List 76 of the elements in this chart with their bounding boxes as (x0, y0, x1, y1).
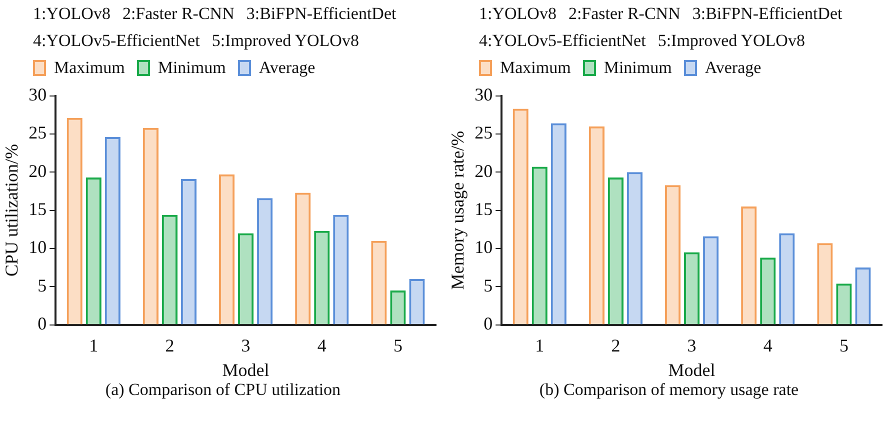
text: 4:YOLOv5-EfficientNet (33, 30, 200, 52)
y-tick-label: 30 (474, 84, 493, 105)
y-tick-label: 15 (28, 199, 47, 220)
x-tick-label: 3 (241, 335, 250, 356)
bar (608, 177, 624, 324)
bar (703, 236, 719, 324)
legend-label: Minimum (156, 57, 226, 79)
x-axis-title: Model (222, 360, 270, 380)
text: 3:BiFPN-EfficientDet (246, 3, 396, 25)
text: 1:YOLOv8 (33, 3, 110, 25)
bar (390, 290, 406, 324)
x-tick-label: 5 (839, 335, 848, 356)
text: 1:YOLOv8 (479, 3, 556, 25)
bar (779, 233, 795, 324)
bar (512, 108, 528, 324)
bar (142, 128, 158, 324)
bar (664, 185, 681, 324)
text: (a) Comparison of CPU utilization (105, 380, 341, 400)
bar (314, 230, 330, 324)
y-tick-label: 0 (484, 314, 493, 334)
y-tick-label: 5 (38, 275, 47, 296)
bar (104, 137, 120, 324)
legend-label: Average (258, 57, 316, 79)
bar (162, 214, 178, 324)
bar (238, 233, 254, 324)
text: (b) Comparison of memory usage rate (539, 380, 799, 400)
y-tick-label: 10 (28, 237, 47, 258)
bar (409, 279, 425, 324)
y-tick-label: 25 (28, 122, 47, 143)
bar (855, 268, 871, 324)
legend-label: Maximum (499, 57, 571, 79)
y-axis-title: Memory usage rate/% (448, 130, 468, 290)
legend-label: Maximum (53, 57, 125, 79)
text: 4:YOLOv5-EfficientNet (479, 30, 646, 52)
bar (371, 240, 387, 324)
legend-label: Minimum (602, 57, 672, 79)
y-tick-label: 20 (28, 160, 47, 181)
text: 5:Improved YOLOv8 (658, 30, 805, 52)
bar (760, 258, 776, 324)
bar (741, 206, 757, 324)
bar (532, 166, 548, 324)
bar (86, 177, 102, 324)
y-axis-title: CPU utilization/% (2, 144, 22, 277)
text: 5:Improved YOLOv8 (212, 30, 359, 52)
x-tick-label: 2 (611, 335, 620, 356)
text: 2:Faster R-CNN (122, 3, 234, 25)
x-tick-label: 1 (89, 335, 98, 356)
text: 3:BiFPN-EfficientDet (692, 3, 842, 25)
y-tick-label: 30 (28, 84, 47, 105)
bar (684, 252, 700, 324)
text: 2:Faster R-CNN (568, 3, 680, 25)
x-tick-label: 5 (393, 335, 402, 356)
y-tick-label: 20 (474, 160, 493, 181)
x-axis-title: Model (668, 360, 716, 380)
y-tick-label: 25 (474, 122, 493, 143)
bar (295, 192, 311, 324)
x-tick-label: 1 (535, 335, 544, 356)
y-tick-label: 10 (474, 237, 493, 258)
y-tick-label: 15 (474, 199, 493, 220)
bar (550, 123, 566, 324)
bar (257, 198, 273, 324)
bar (333, 214, 349, 324)
bar (66, 118, 82, 324)
bar (588, 126, 604, 324)
x-tick-label: 3 (687, 335, 696, 356)
y-tick-label: 0 (38, 314, 47, 334)
bar (218, 174, 235, 324)
bar (836, 284, 852, 324)
y-tick-label: 5 (484, 275, 493, 296)
x-tick-label: 4 (317, 335, 326, 356)
x-tick-label: 2 (165, 335, 174, 356)
bar (180, 179, 197, 324)
legend-label: Average (704, 57, 762, 79)
x-tick-label: 4 (763, 335, 772, 356)
bar (626, 172, 643, 324)
bar (817, 243, 833, 324)
